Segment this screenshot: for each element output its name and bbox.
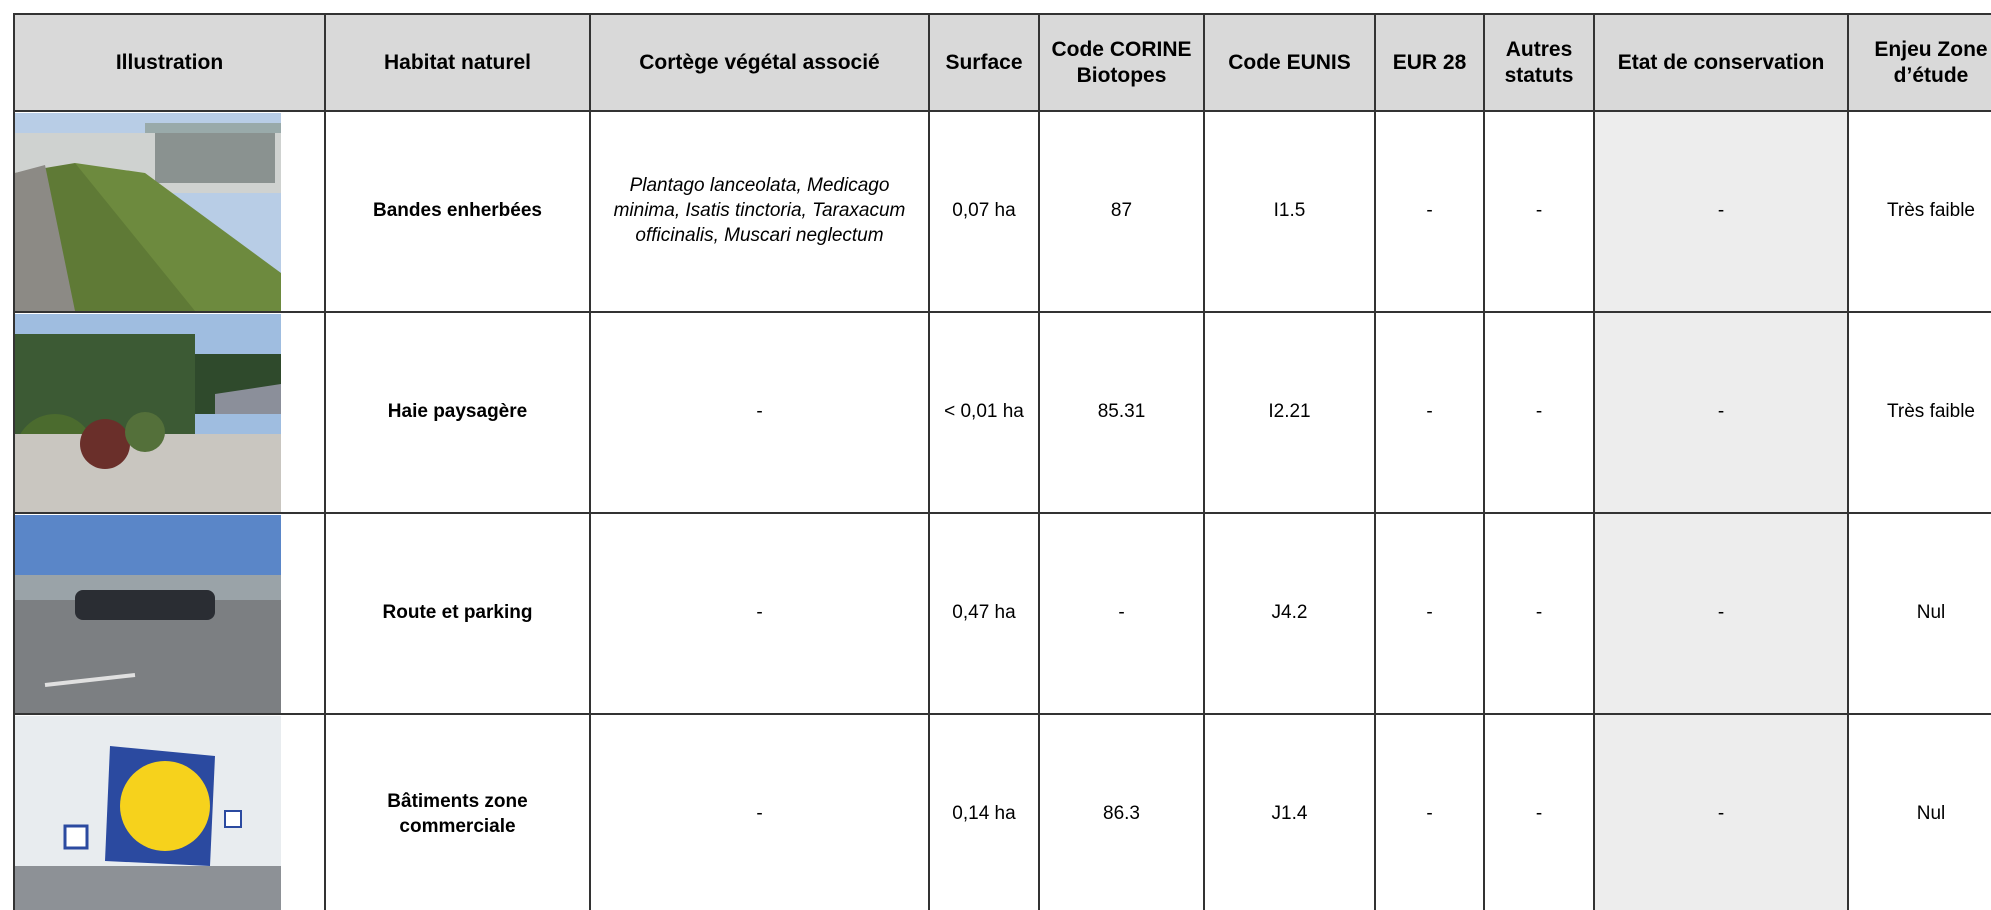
habitat-photo <box>16 515 281 712</box>
table-cell: - <box>1483 713 1595 910</box>
table-cell: Plantago lanceolata, Medicago minima, Is… <box>589 110 930 313</box>
header-cell: Cortège végétal associé <box>589 13 930 112</box>
table-cell: - <box>1593 110 1849 313</box>
table-cell: Nul <box>1847 512 1991 715</box>
table-cell: - <box>1483 311 1595 514</box>
photo-cell <box>13 512 326 715</box>
table-cell: - <box>1038 512 1205 715</box>
table-cell: I2.21 <box>1203 311 1376 514</box>
table-cell: J4.2 <box>1203 512 1376 715</box>
table-cell: J1.4 <box>1203 713 1376 910</box>
table-cell: Bandes enherbées <box>324 110 591 313</box>
table-cell: - <box>1483 512 1595 715</box>
header-cell: Code CORINE Biotopes <box>1038 13 1205 112</box>
habitat-photo <box>16 314 281 511</box>
table-cell: - <box>1593 512 1849 715</box>
header-cell: Code EUNIS <box>1203 13 1376 112</box>
header-cell: Surface <box>928 13 1040 112</box>
table-row: Haie paysagère - < 0,01 ha 85.31 I2.21- - - Trè… <box>13 311 1991 514</box>
table-cell: 0,14 ha <box>928 713 1040 910</box>
table-cell: 87 <box>1038 110 1205 313</box>
habitat-table: Illustration Habitat naturel Cortège végét… <box>13 13 1991 910</box>
table-cell: I1.5 <box>1203 110 1376 313</box>
table-cell: Haie paysagère <box>324 311 591 514</box>
table-cell: - <box>1593 713 1849 910</box>
habitat-photo <box>16 716 281 910</box>
header-row: Illustration Habitat naturel Cortège végét… <box>13 13 1991 112</box>
table-row: Bandes enherbées Plantago lanceolata, Med… <box>13 110 1991 313</box>
photo-cell <box>13 110 326 313</box>
table-cell: Bâtiments zone commerciale <box>324 713 591 910</box>
table-cell: 85.31 <box>1038 311 1205 514</box>
table-cell: 0,07 ha <box>928 110 1040 313</box>
table-cell: - <box>589 512 930 715</box>
table-row: Route et parking -0,47 ha - J4.2- - - Nul <box>13 512 1991 715</box>
table-cell: - <box>1374 311 1485 514</box>
table-cell: 0,47 ha <box>928 512 1040 715</box>
table-cell: 86.3 <box>1038 713 1205 910</box>
header-cell: Etat de conservation <box>1593 13 1849 112</box>
table-cell: Route et parking <box>324 512 591 715</box>
table-cell: - <box>1374 512 1485 715</box>
header-cell: Enjeu Zone d’étude <box>1847 13 1991 112</box>
table-cell: - <box>589 713 930 910</box>
table-cell: - <box>1483 110 1595 313</box>
table-body: Bandes enherbées Plantago lanceolata, Med… <box>13 110 1991 910</box>
table-cell: Nul <box>1847 713 1991 910</box>
table-cell: < 0,01 ha <box>928 311 1040 514</box>
table-row: Bâtiments zone commerciale -0,14 ha 86.3 J1… <box>13 713 1991 910</box>
table-cell: - <box>1374 110 1485 313</box>
table-cell: - <box>589 311 930 514</box>
habitat-photo <box>16 113 281 310</box>
table-cell: - <box>1374 713 1485 910</box>
photo-cell <box>13 713 326 910</box>
table-cell: - <box>1593 311 1849 514</box>
header-cell: Habitat naturel <box>324 13 591 112</box>
table-cell: Très faible <box>1847 311 1991 514</box>
photo-cell <box>13 311 326 514</box>
header-cell: EUR 28 <box>1374 13 1485 112</box>
header-cell: Autres statuts <box>1483 13 1595 112</box>
header-cell: Illustration <box>13 13 326 112</box>
table-cell: Très faible <box>1847 110 1991 313</box>
